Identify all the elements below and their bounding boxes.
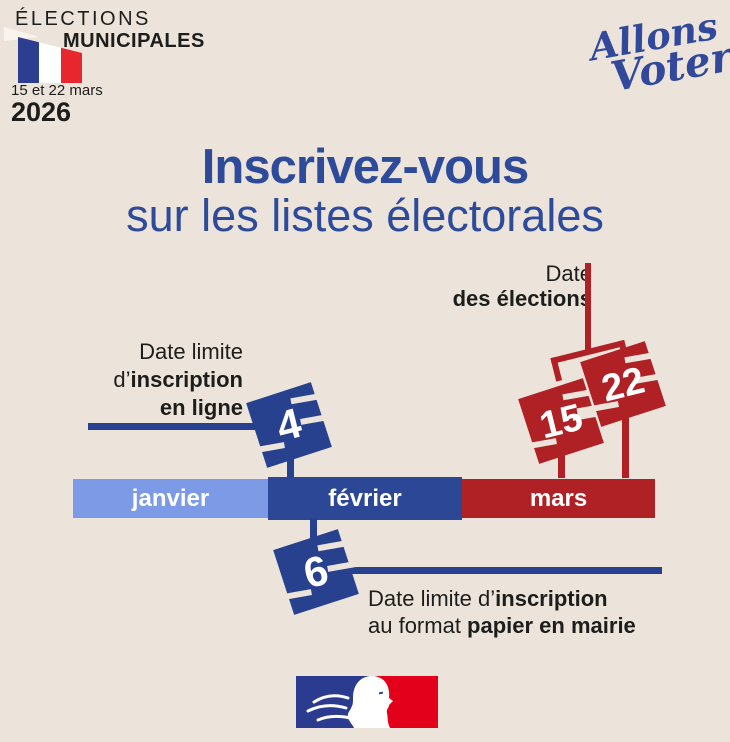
page-subtitle: sur les listes électorales	[126, 190, 604, 241]
header-year: 2026	[11, 97, 72, 127]
month-label-janvier: janvier	[131, 484, 210, 512]
label-online-line1: Date limite	[139, 339, 243, 364]
label-elections-line2: des élections	[452, 286, 592, 311]
page-title: Inscrivez-vous	[201, 140, 529, 194]
label-paper-line1-bold: inscription	[495, 586, 608, 611]
label-online-line2-bold: inscription	[130, 367, 243, 392]
header-election-dates: 15 et 22 mars	[11, 82, 103, 99]
date-stamp-4: 4	[242, 382, 343, 468]
label-election-dates: Date des élections	[400, 261, 592, 311]
label-paper-deadline: Date limite d’inscription au format papi…	[368, 585, 668, 639]
stamp-4-number: 4	[272, 399, 307, 450]
stamp-15-number: 15	[536, 396, 587, 447]
stamp-22-stem	[622, 400, 629, 478]
date-stamp-6: 6	[269, 529, 370, 615]
timeline-segment-mars: mars	[462, 479, 655, 518]
header-municipales: MUNICIPALES	[63, 30, 205, 52]
label-paper-line2-pre: au format	[368, 613, 468, 638]
stamp-22-number: 22	[598, 359, 649, 410]
date-stamp-22: 22	[576, 341, 677, 427]
month-label-mars: mars	[529, 484, 588, 512]
election-dates-bracket	[550, 339, 630, 382]
paper-deadline-stem	[310, 518, 317, 560]
stamp-6-number: 6	[299, 546, 333, 597]
online-deadline-line	[88, 423, 262, 430]
allons-voter-logo: Allons Voter!	[583, 4, 730, 101]
french-government-marianne-logo	[296, 676, 438, 728]
label-online-line2-pre: d’	[113, 367, 131, 392]
french-flag-icon	[4, 27, 82, 83]
timeline-segment-fevrier: février	[268, 477, 462, 520]
label-paper-line2-bold: papier en mairie	[467, 613, 636, 638]
label-elections-line1: Date	[545, 261, 592, 286]
label-paper-line1-pre: Date limite d’	[368, 586, 496, 611]
stamp-15-stem	[558, 430, 565, 478]
header-elections: ÉLECTIONS	[15, 8, 151, 30]
timeline-segment-janvier: janvier	[73, 479, 268, 518]
paper-deadline-line	[340, 567, 662, 574]
month-label-fevrier: février	[328, 484, 402, 512]
label-online-line3: en ligne	[159, 395, 243, 420]
label-online-deadline: Date limite d’inscription en ligne	[40, 338, 243, 422]
online-deadline-stem	[287, 430, 294, 478]
date-stamp-15: 15	[514, 378, 615, 464]
